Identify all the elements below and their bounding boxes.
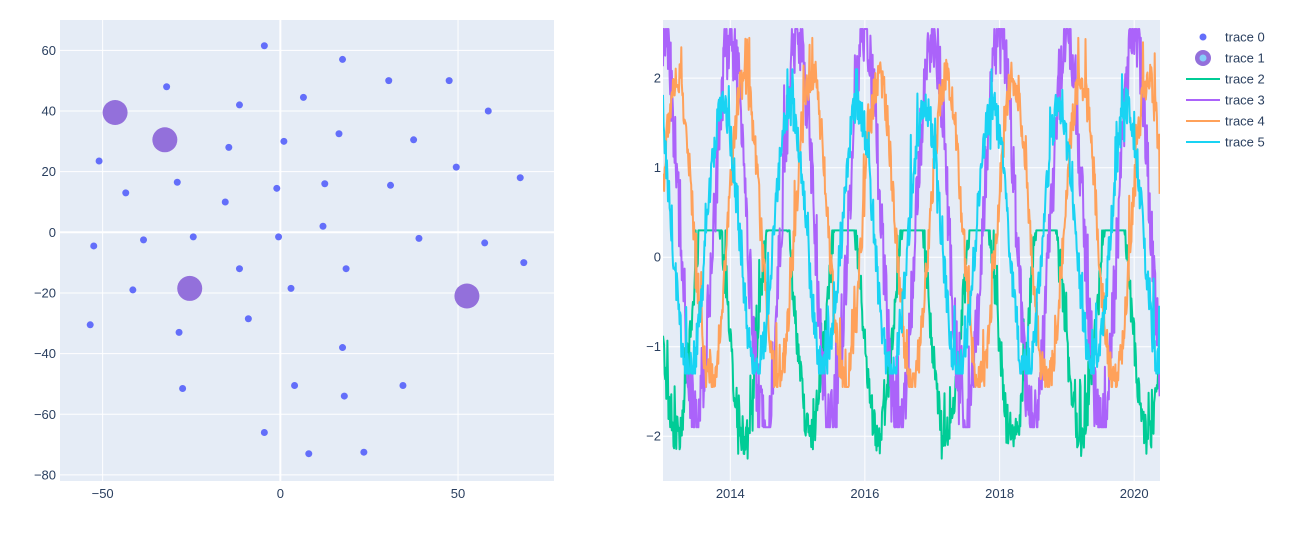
trace2-line[interactable] [663,229,1160,460]
line-x-tick-label: 2018 [985,486,1014,501]
legend-label: trace 1 [1225,51,1265,66]
trace0-point[interactable] [481,239,489,247]
trace0-point[interactable] [95,157,103,165]
trace5-line[interactable] [663,68,1160,375]
line-subplot: 2 1 0 −1 −2 2014 2016 2018 2020 [646,20,1160,501]
legend-item-trace-0[interactable]: trace 0 [1199,30,1265,45]
legend-label: trace 2 [1225,72,1265,87]
scatter-markers [86,42,528,458]
scatter-gridlines [60,20,554,481]
trace0-point[interactable] [273,184,281,192]
legend[interactable]: trace 0 trace 1 trace 2 trace 3 trace 4 trace… [1186,30,1265,150]
line-x-tick-label: 2014 [716,486,745,501]
legend-label: trace 4 [1225,114,1265,129]
scatter-y-tick-label: 0 [49,225,56,240]
trace0-point[interactable] [360,448,368,456]
legend-label: trace 0 [1225,30,1265,45]
line-y-tick-label: 0 [654,250,661,265]
trace0-point[interactable] [291,381,299,389]
trace0-point[interactable] [235,265,243,273]
trace0-point[interactable] [140,236,148,244]
legend-item-trace-1[interactable]: trace 1 [1195,50,1265,66]
trace0-point[interactable] [179,384,187,392]
trace0-point[interactable] [516,174,524,182]
trace0-point[interactable] [225,143,233,151]
scatter-x-tick-label: 0 [277,486,284,501]
trace1-point[interactable] [454,283,480,309]
trace0-point[interactable] [244,315,252,323]
line-y-tick-label: 2 [654,71,661,86]
line-series [663,28,1160,460]
line-y-tick-label: −1 [646,339,661,354]
legend-label: trace 3 [1225,93,1265,108]
scatter-y-tick-label: −60 [34,407,56,422]
trace0-point[interactable] [321,180,329,188]
trace0-point[interactable] [175,328,183,336]
trace4-line[interactable] [663,36,1160,388]
trace0-point[interactable] [452,163,460,171]
line-y-tick-label: 1 [654,160,661,175]
trace0-point[interactable] [235,101,243,109]
trace0-point[interactable] [335,130,343,138]
line-tick-labels: 2 1 0 −1 −2 2014 2016 2018 2020 [646,71,1148,501]
trace0-point[interactable] [275,233,283,241]
trace0-point[interactable] [445,77,453,85]
trace0-point[interactable] [287,284,295,292]
trace0-point[interactable] [260,428,268,436]
legend-item-trace-3[interactable]: trace 3 [1186,93,1265,108]
legend-item-trace-2[interactable]: trace 2 [1186,72,1265,87]
legend-item-trace-4[interactable]: trace 4 [1186,114,1265,129]
trace0-point[interactable] [319,222,327,230]
trace1-point[interactable] [152,127,178,153]
scatter-x-tick-label: 50 [451,486,465,501]
legend-label: trace 5 [1225,135,1265,150]
trace0-point[interactable] [305,450,313,458]
trace0-point[interactable] [86,321,94,329]
trace0-point[interactable] [163,83,171,91]
trace0-point[interactable] [520,259,528,267]
trace0-point[interactable] [299,93,307,101]
line-x-tick-label: 2020 [1120,486,1149,501]
legend-marker-inner-icon [1199,54,1207,62]
line-y-tick-label: −2 [646,429,661,444]
trace0-point[interactable] [122,189,130,197]
trace0-point[interactable] [221,198,229,206]
scatter-y-tick-label: −20 [34,285,56,300]
trace0-point[interactable] [173,178,181,186]
legend-marker-icon [1199,33,1207,41]
trace0-point[interactable] [90,242,98,250]
trace0-point[interactable] [399,381,407,389]
trace0-point[interactable] [280,137,288,145]
trace0-point[interactable] [342,265,350,273]
scatter-plot-area [60,20,554,481]
scatter-subplot: 60 40 20 0 −20 −40 −60 −80 −50 0 50 [34,20,554,501]
trace1-point[interactable] [177,275,203,301]
trace0-point[interactable] [339,55,347,63]
scatter-y-tick-label: −80 [34,467,56,482]
line-x-tick-label: 2016 [850,486,879,501]
trace0-point[interactable] [189,233,197,241]
trace0-point[interactable] [387,181,395,189]
scatter-y-tick-label: 20 [42,164,56,179]
trace0-point[interactable] [410,136,418,144]
scatter-x-tick-label: −50 [92,486,114,501]
legend-item-trace-5[interactable]: trace 5 [1186,135,1265,150]
trace0-point[interactable] [260,42,268,50]
trace1-point[interactable] [102,100,128,126]
scatter-tick-labels: 60 40 20 0 −20 −40 −60 −80 −50 0 50 [34,43,465,501]
trace0-point[interactable] [339,344,347,352]
scatter-y-tick-label: 40 [42,103,56,118]
trace0-point[interactable] [129,286,137,294]
trace0-point[interactable] [415,234,423,242]
scatter-y-tick-label: 60 [42,43,56,58]
trace0-point[interactable] [484,107,492,115]
trace0-point[interactable] [340,392,348,400]
trace0-point[interactable] [385,77,393,85]
scatter-y-tick-label: −40 [34,346,56,361]
